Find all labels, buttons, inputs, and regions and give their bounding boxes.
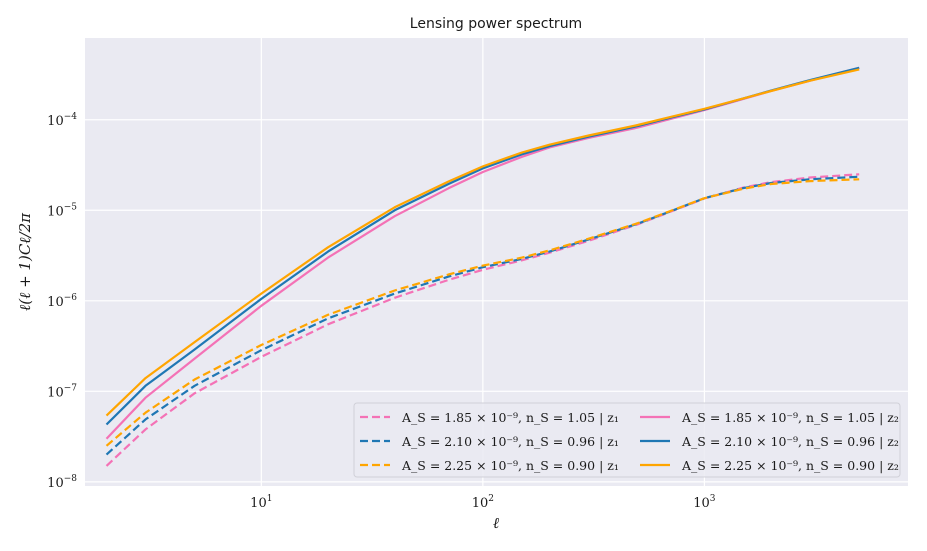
series-line-6 bbox=[105, 68, 860, 417]
legend-label: A_S = 2.25 × 10⁻⁹, n_S = 0.90 | z₂ bbox=[681, 458, 899, 473]
legend-box bbox=[353, 402, 901, 478]
legend-label: A_S = 1.85 × 10⁻⁹, n_S = 1.05 | z₁ bbox=[401, 410, 619, 425]
y-tick-label: 10−6 bbox=[47, 293, 77, 310]
y-axis-label: ℓ(ℓ + 1)Cℓ/2π bbox=[16, 212, 34, 311]
y-tick-label: 10−8 bbox=[47, 474, 77, 491]
legend-label: A_S = 2.25 × 10⁻⁹, n_S = 0.90 | z₁ bbox=[401, 458, 619, 473]
x-tick-label: 101 bbox=[250, 494, 272, 511]
y-tick-label: 10−5 bbox=[47, 202, 77, 219]
series-lines bbox=[105, 66, 860, 467]
x-tick-labels: 101 102 103 bbox=[250, 494, 716, 511]
chart-title: Lensing power spectrum bbox=[410, 16, 582, 32]
legend-label: A_S = 2.10 × 10⁻⁹, n_S = 0.96 | z₁ bbox=[401, 434, 619, 449]
series-line-1 bbox=[105, 173, 860, 467]
x-tick-label: 103 bbox=[693, 494, 716, 511]
y-tick-label: 10−4 bbox=[47, 112, 77, 129]
y-tick-label: 10−7 bbox=[47, 383, 77, 400]
x-axis-label: ℓ bbox=[493, 514, 499, 532]
grid-lines bbox=[85, 38, 908, 486]
series-line-3 bbox=[105, 178, 860, 447]
y-tick-labels: 10−8 10−7 10−6 10−5 10−4 bbox=[47, 112, 77, 491]
legend-label: A_S = 2.10 × 10⁻⁹, n_S = 0.96 | z₂ bbox=[681, 434, 899, 449]
legend: A_S = 1.85 × 10⁻⁹, n_S = 1.05 | z₁ A_S = … bbox=[353, 402, 901, 478]
legend-label: A_S = 1.85 × 10⁻⁹, n_S = 1.05 | z₂ bbox=[681, 410, 899, 425]
x-tick-label: 102 bbox=[472, 494, 494, 511]
